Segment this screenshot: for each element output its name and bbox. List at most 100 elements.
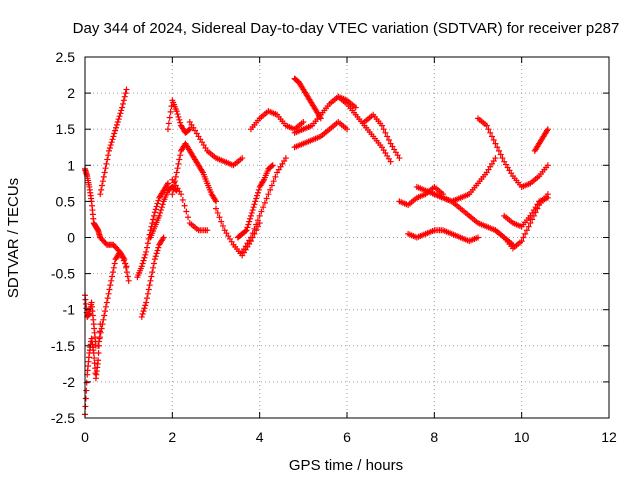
data-point bbox=[245, 221, 252, 228]
data-point bbox=[97, 329, 104, 336]
data-point bbox=[267, 186, 274, 193]
data-point bbox=[176, 156, 183, 163]
data-point bbox=[155, 244, 162, 251]
data-point bbox=[254, 192, 261, 199]
data-point bbox=[164, 180, 171, 187]
y-tick-label: 0 bbox=[67, 230, 75, 246]
series-arc24 bbox=[405, 227, 481, 245]
data-point bbox=[174, 165, 181, 172]
data-point bbox=[165, 120, 172, 127]
data-point bbox=[157, 207, 164, 214]
data-point bbox=[106, 147, 113, 154]
data-point bbox=[396, 155, 403, 162]
data-point bbox=[144, 295, 151, 302]
data-point bbox=[213, 205, 219, 212]
data-point bbox=[144, 290, 151, 297]
series-arc25 bbox=[413, 155, 499, 205]
data-point bbox=[255, 186, 262, 193]
data-point bbox=[181, 202, 188, 209]
data-point bbox=[244, 224, 251, 231]
data-point bbox=[385, 137, 392, 144]
data-point bbox=[150, 212, 157, 219]
y-tick-label: -2 bbox=[63, 374, 76, 390]
data-point bbox=[175, 160, 182, 167]
data-point bbox=[252, 198, 259, 205]
data-point bbox=[99, 178, 106, 185]
data-point bbox=[102, 165, 109, 172]
data-point bbox=[243, 227, 250, 234]
data-point bbox=[140, 257, 147, 264]
data-point bbox=[544, 194, 551, 201]
data-point bbox=[270, 178, 277, 185]
data-point bbox=[150, 216, 157, 223]
y-tick-label: -1 bbox=[63, 302, 76, 318]
data-point bbox=[352, 104, 359, 111]
data-point bbox=[251, 225, 258, 232]
data-point bbox=[178, 191, 185, 198]
data-point bbox=[95, 350, 102, 357]
data-point bbox=[269, 162, 276, 169]
data-marks bbox=[82, 75, 551, 418]
data-point bbox=[146, 282, 153, 289]
data-point bbox=[475, 234, 481, 241]
data-point bbox=[120, 257, 127, 264]
data-point bbox=[149, 269, 156, 276]
data-point bbox=[170, 186, 177, 193]
data-point bbox=[272, 173, 279, 180]
data-point bbox=[495, 147, 502, 154]
data-point bbox=[142, 302, 149, 309]
data-point bbox=[138, 313, 145, 320]
x-tick-label: 0 bbox=[81, 429, 89, 445]
data-point bbox=[152, 206, 159, 213]
data-point bbox=[115, 116, 122, 123]
data-point bbox=[382, 129, 389, 136]
data-point bbox=[179, 196, 186, 203]
data-point bbox=[99, 182, 106, 189]
data-point bbox=[518, 238, 525, 245]
data-point bbox=[522, 230, 529, 237]
data-point bbox=[151, 256, 158, 263]
data-point bbox=[268, 182, 275, 189]
data-point bbox=[261, 199, 268, 206]
data-point bbox=[107, 282, 114, 289]
data-point bbox=[523, 227, 530, 234]
data-point bbox=[98, 186, 105, 193]
data-point bbox=[216, 214, 223, 221]
data-point bbox=[263, 195, 270, 202]
data-point bbox=[492, 140, 499, 147]
data-point bbox=[150, 264, 157, 271]
data-point bbox=[145, 286, 152, 293]
data-point bbox=[149, 220, 156, 227]
data-point bbox=[139, 260, 146, 267]
series-arc27 bbox=[475, 115, 551, 190]
series-arc4 bbox=[97, 86, 130, 198]
series-arc16 bbox=[239, 155, 289, 255]
data-point bbox=[113, 124, 120, 131]
data-point bbox=[118, 107, 125, 114]
x-tick-label: 10 bbox=[514, 429, 530, 445]
data-point bbox=[219, 222, 226, 229]
series-arc17 bbox=[247, 108, 307, 133]
data-point bbox=[172, 173, 179, 180]
data-point bbox=[95, 342, 102, 349]
data-point bbox=[214, 209, 221, 216]
data-point bbox=[95, 338, 102, 345]
data-point bbox=[186, 126, 193, 133]
data-point bbox=[144, 240, 151, 247]
y-tick-label: 2 bbox=[67, 85, 75, 101]
data-point bbox=[106, 286, 113, 293]
data-point bbox=[100, 173, 107, 180]
data-point bbox=[174, 111, 181, 118]
series-arc20 bbox=[291, 118, 350, 151]
data-point bbox=[247, 212, 254, 219]
data-point bbox=[268, 163, 275, 170]
data-point bbox=[105, 290, 112, 297]
data-point bbox=[122, 90, 129, 97]
y-tick-label: -1.5 bbox=[51, 338, 75, 354]
series-arc15 bbox=[234, 162, 276, 241]
data-point bbox=[176, 116, 183, 123]
data-point bbox=[380, 126, 387, 133]
data-point bbox=[101, 169, 108, 176]
data-point bbox=[492, 155, 499, 162]
